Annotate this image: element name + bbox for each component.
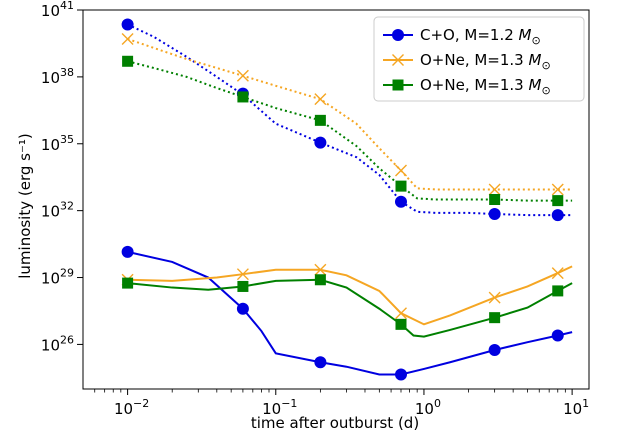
series-3 xyxy=(122,55,573,338)
series-1-dotted-point xyxy=(314,136,327,149)
series-2-dotted-point xyxy=(236,69,249,82)
series-1-solid-point xyxy=(488,343,501,356)
series-1-solid-point xyxy=(121,245,134,258)
legend-marker xyxy=(392,54,404,66)
series-2-dotted-point xyxy=(314,93,327,106)
legend-label: O+Ne, M=1.3 M⊙ xyxy=(420,76,551,97)
plot-frame xyxy=(82,9,590,390)
series-3-solid-line xyxy=(127,278,573,338)
series-1-dotted-point xyxy=(488,207,501,220)
series-2-solid-point xyxy=(236,268,249,281)
y-tick-label: 1038 xyxy=(41,66,74,87)
x-tick-label: 10−2 xyxy=(114,397,149,418)
series-1-solid-point xyxy=(236,302,249,315)
series-1-dotted-point xyxy=(551,209,564,222)
series-2-dotted-point xyxy=(394,164,407,177)
series-3-solid-point xyxy=(489,312,501,324)
series-3-dotted-point xyxy=(552,195,564,207)
series-2-dotted-point xyxy=(551,183,564,196)
legend-marker xyxy=(392,79,404,91)
x-tick-label: 100 xyxy=(415,397,441,418)
series-1-solid-point xyxy=(314,356,327,369)
series-3-dotted-point xyxy=(237,91,249,103)
series-2-solid-point xyxy=(551,267,564,280)
y-tick-label: 1032 xyxy=(41,200,74,221)
series-1-dotted-point xyxy=(121,18,134,31)
series-3-dotted-point xyxy=(395,180,407,192)
series-3-solid-point xyxy=(314,274,326,286)
series-1-dotted-point xyxy=(394,195,407,208)
series-3-solid-point xyxy=(237,280,249,292)
series-2 xyxy=(121,32,573,326)
series-2-solid-point xyxy=(314,263,327,276)
series-2-solid-point xyxy=(394,307,407,320)
legend-frame xyxy=(373,16,585,102)
series-2-dotted-point xyxy=(121,32,134,45)
x-tick-label: 10−1 xyxy=(262,397,297,418)
y-tick-label: 1035 xyxy=(41,133,74,154)
y-axis-label: luminosity (erg s⁻¹) xyxy=(16,133,34,279)
legend: C+O, M=1.2 M⊙ O+Ne, M=1.3 M⊙ O+Ne, M=1.3 M… xyxy=(373,16,585,102)
x-axis-label: time after outburst (d) xyxy=(251,414,419,432)
series-2-solid-point xyxy=(488,291,501,304)
axis-ticks: 10−2 10−1 100 101 1026 1029 1032 1035 1038 1041 xyxy=(41,0,589,418)
series-layer xyxy=(121,18,573,381)
y-tick-label: 1026 xyxy=(41,333,74,354)
series-3-dotted-point xyxy=(489,194,501,205)
series-1 xyxy=(121,18,573,381)
legend-entry-2: O+Ne, M=1.3 M⊙ xyxy=(383,51,551,72)
series-1-solid-point xyxy=(551,329,564,342)
legend-entry-1: C+O, M=1.2 M⊙ xyxy=(383,26,541,47)
y-tick-label: 1029 xyxy=(41,267,74,288)
legend-marker xyxy=(392,29,404,41)
series-3-dotted-point xyxy=(122,55,134,67)
series-3-solid-point xyxy=(552,285,564,297)
series-3-dotted-point xyxy=(314,114,326,126)
series-2-solid-line xyxy=(127,265,573,326)
legend-entry-3: O+Ne, M=1.3 M⊙ xyxy=(383,76,551,97)
series-1-solid-point xyxy=(394,368,407,381)
series-1-solid-line xyxy=(127,250,573,376)
series-3-solid-point xyxy=(395,318,407,330)
series-3-solid-point xyxy=(122,277,134,289)
series-1-dotted-line xyxy=(127,23,573,217)
legend-label: O+Ne, M=1.3 M⊙ xyxy=(420,51,551,72)
y-tick-label: 1041 xyxy=(41,0,74,20)
x-tick-label: 101 xyxy=(563,397,589,418)
series-2-dotted-point xyxy=(488,183,501,196)
legend-label: C+O, M=1.2 M⊙ xyxy=(420,26,541,47)
